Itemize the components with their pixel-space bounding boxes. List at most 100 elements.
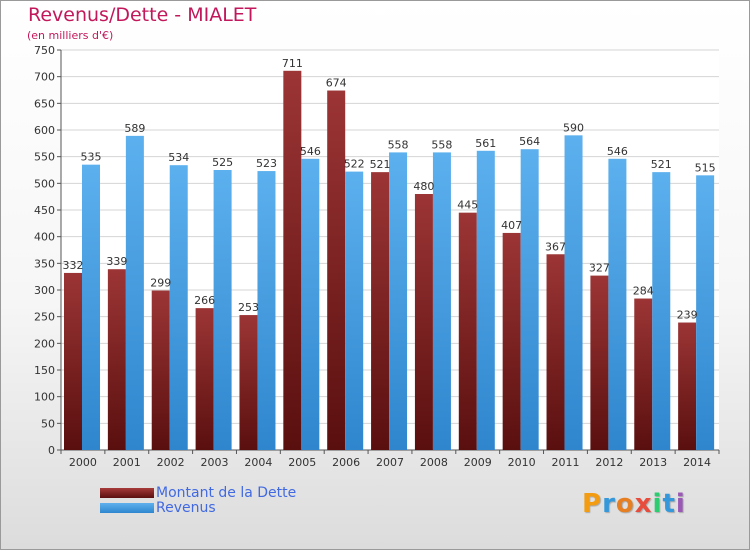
data-label-debt: 407 — [501, 219, 522, 232]
data-label-revenue: 522 — [344, 158, 365, 171]
y-tick-label: 750 — [34, 44, 55, 57]
bar-revenue — [608, 158, 627, 451]
bar-revenue — [476, 150, 495, 451]
data-label-debt: 339 — [106, 255, 127, 268]
logo-letter: o — [615, 489, 635, 519]
bar-debt — [458, 212, 477, 450]
data-label-revenue: 558 — [431, 138, 452, 151]
bar-revenue — [564, 135, 583, 451]
logo-letter: r — [602, 489, 616, 519]
x-tick-label: 2009 — [464, 456, 492, 469]
bar-debt — [634, 298, 653, 450]
data-label-revenue: 523 — [256, 157, 277, 170]
data-label-debt: 367 — [545, 240, 566, 253]
legend-swatch-revenue — [100, 503, 154, 513]
data-label-debt: 674 — [326, 77, 347, 90]
y-tick-label: 600 — [34, 124, 55, 137]
chart-subtitle: (en milliers d'€) — [27, 29, 114, 42]
bar-debt — [195, 308, 214, 450]
legend-label-revenue: Revenus — [156, 500, 216, 516]
data-label-revenue: 535 — [81, 151, 102, 164]
data-label-debt: 284 — [633, 285, 654, 298]
data-label-debt: 253 — [238, 301, 259, 314]
bar-debt — [590, 275, 609, 450]
y-tick-label: 700 — [34, 71, 55, 84]
bar-revenue — [213, 170, 232, 450]
bar-debt — [239, 315, 258, 450]
bar-debt — [546, 254, 565, 450]
data-label-revenue: 546 — [300, 145, 321, 158]
x-tick-label: 2013 — [639, 456, 667, 469]
legend-swatch-debt — [100, 488, 154, 498]
y-tick-label: 450 — [34, 204, 55, 217]
bar-revenue — [125, 135, 144, 450]
data-label-debt: 327 — [589, 262, 610, 275]
data-label-revenue: 558 — [388, 138, 409, 151]
x-tick-label: 2005 — [288, 456, 316, 469]
logo-letter: x — [634, 489, 653, 519]
x-tick-label: 2010 — [508, 456, 536, 469]
x-tick-label: 2007 — [376, 456, 404, 469]
data-label-debt: 521 — [370, 158, 391, 171]
y-tick-label: 350 — [34, 257, 55, 270]
data-label-debt: 711 — [282, 57, 303, 70]
data-label-debt: 445 — [457, 199, 478, 212]
y-tick-label: 550 — [34, 151, 55, 164]
legend-item-revenue: Revenus — [100, 500, 216, 516]
y-tick-label: 400 — [34, 231, 55, 244]
bar-debt — [107, 269, 126, 450]
bar-debt — [502, 232, 521, 450]
y-tick-label: 200 — [34, 337, 55, 350]
logo-letter: P — [582, 489, 603, 519]
logo-letter: t — [662, 489, 676, 519]
y-tick-label: 50 — [41, 417, 55, 430]
legend-label-debt: Montant de la Dette — [156, 485, 297, 501]
proxiti-logo: Proxiti — [582, 489, 686, 519]
x-tick-label: 2001 — [113, 456, 141, 469]
data-label-debt: 332 — [63, 259, 84, 272]
y-tick-label: 500 — [34, 177, 55, 190]
bar-revenue — [301, 158, 320, 451]
x-tick-label: 2000 — [69, 456, 97, 469]
bar-debt — [678, 322, 697, 450]
y-tick-label: 0 — [48, 444, 55, 457]
legend-item-debt: Montant de la Dette — [100, 485, 296, 501]
x-tick-label: 2012 — [595, 456, 623, 469]
bar-revenue — [652, 172, 671, 450]
logo-letter: i — [675, 489, 686, 519]
data-label-revenue: 546 — [607, 145, 628, 158]
data-label-debt: 299 — [150, 277, 171, 290]
data-label-revenue: 561 — [475, 137, 496, 150]
data-label-revenue: 515 — [695, 161, 716, 174]
bar-debt — [151, 290, 170, 450]
data-label-revenue: 589 — [124, 122, 145, 135]
data-label-revenue: 534 — [168, 151, 189, 164]
bar-revenue — [520, 149, 539, 450]
data-label-debt: 239 — [677, 309, 698, 322]
data-label-revenue: 590 — [563, 121, 584, 134]
x-tick-label: 2002 — [157, 456, 185, 469]
bar-revenue — [82, 164, 100, 450]
data-label-revenue: 564 — [519, 135, 540, 148]
bar-revenue — [432, 152, 451, 450]
x-tick-label: 2008 — [420, 456, 448, 469]
bar-debt — [371, 172, 390, 450]
logo-letter: i — [652, 489, 663, 519]
bar-debt — [283, 70, 302, 451]
y-tick-label: 300 — [34, 284, 55, 297]
bar-revenue — [696, 175, 715, 451]
bar-revenue — [345, 171, 364, 450]
y-tick-label: 100 — [34, 391, 55, 404]
bar-debt — [327, 90, 346, 451]
bar-revenue — [169, 165, 188, 450]
x-tick-label: 2003 — [201, 456, 229, 469]
y-tick-label: 650 — [34, 97, 55, 110]
x-tick-label: 2014 — [683, 456, 711, 469]
bar-debt — [414, 194, 433, 450]
chart-title: Revenus/Dette - MIALET — [28, 4, 257, 26]
data-label-debt: 266 — [194, 294, 215, 307]
y-tick-label: 150 — [34, 364, 55, 377]
x-tick-label: 2006 — [332, 456, 360, 469]
data-label-debt: 480 — [413, 180, 434, 193]
